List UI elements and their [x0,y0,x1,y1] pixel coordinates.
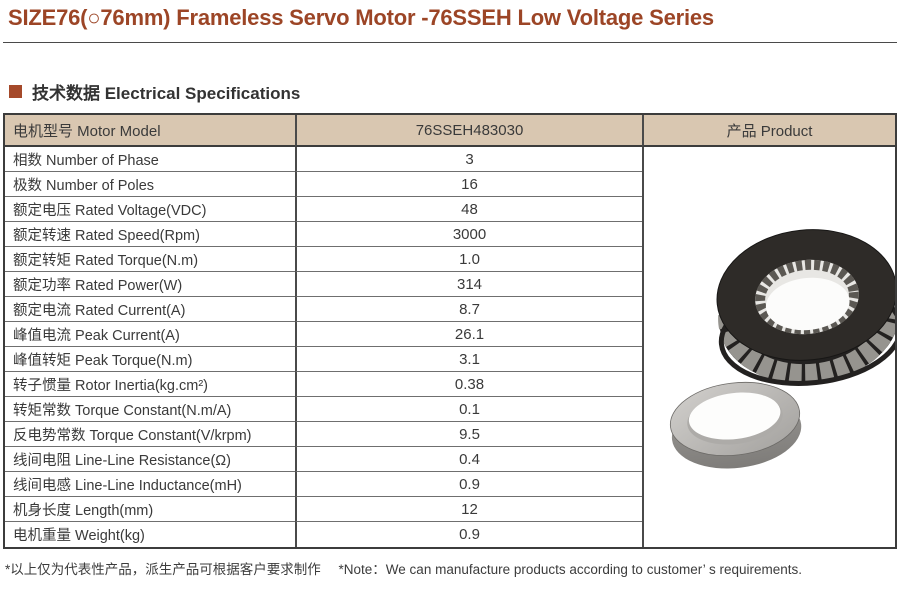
table-header-product: 产品 Product [642,115,895,147]
spec-row-label: 极数 Number of Poles [5,172,295,197]
spec-row-label: 线间电感 Line-Line Inductance(mH) [5,472,295,497]
spec-row-value: 3000 [295,222,642,247]
title-divider [3,42,897,43]
spec-row-label: 额定功率 Rated Power(W) [5,272,295,297]
spec-row-value: 16 [295,172,642,197]
section-bullet-icon [9,85,22,98]
spec-row-value: 0.1 [295,397,642,422]
spec-row-value: 1.0 [295,247,642,272]
product-photo [669,229,895,469]
spec-table: 电机型号 Motor Model 76SSEH483030 产品 Product [3,113,897,549]
spec-row-label: 峰值转矩 Peak Torque(N.m) [5,347,295,372]
stator-ring-illustration [716,229,895,386]
spec-row-label: 额定电压 Rated Voltage(VDC) [5,197,295,222]
spec-row-label: 转子惯量 Rotor Inertia(kg.cm²) [5,372,295,397]
spec-row-value: 12 [295,497,642,522]
footnote-english: *Note：We can manufacture products accord… [338,562,802,577]
spec-row-label: 机身长度 Length(mm) [5,497,295,522]
spec-row-value: 26.1 [295,322,642,347]
spec-row-value: 314 [295,272,642,297]
spec-row-value: 0.38 [295,372,642,397]
spec-row-value: 0.9 [295,522,642,547]
spec-row-label: 电机重量 Weight(kg) [13,528,145,544]
section-title: 技术数据 Electrical Specifications [32,84,301,103]
spec-row-value: 0.4 [295,447,642,472]
spec-row-label: 额定电流 Rated Current(A) [5,297,295,322]
table-header-motor-model: 电机型号 Motor Model [5,115,295,147]
spec-row-value: 3 [295,147,642,172]
section-heading: 技术数据 Electrical Specifications [9,79,300,104]
product-photo-cell [642,147,895,547]
rotor-ring-illustration [669,382,802,469]
spec-row-label: 峰值电流 Peak Current(A) [5,322,295,347]
spec-row-label: 转矩常数 Torque Constant(N.m/A) [5,397,295,422]
spec-row-value: 48 [295,197,642,222]
spec-row-value: 0.9 [295,472,642,497]
spec-row-value: 9.5 [295,422,642,447]
footnote-chinese: *以上仅为代表性产品，派生产品可根据客户要求制作 [5,562,321,577]
spec-row-value: 8.7 [295,297,642,322]
spec-row-label: 线间电阻 Line-Line Resistance(Ω) [5,447,295,472]
spec-row-label: 反电势常数 Torque Constant(V/krpm) [5,422,295,447]
spec-row-value: 3.1 [295,347,642,372]
spec-row-label: 额定转矩 Rated Torque(N.m) [5,247,295,272]
page-title: SIZE76(○76mm) Frameless Servo Motor -76S… [8,5,714,30]
table-header-model-value: 76SSEH483030 [295,115,642,147]
footnote: *以上仅为代表性产品，派生产品可根据客户要求制作 *Note：We can ma… [5,558,802,578]
spec-row-label: 相数 Number of Phase [5,147,295,172]
spec-row-label: 额定转速 Rated Speed(Rpm) [5,222,295,247]
